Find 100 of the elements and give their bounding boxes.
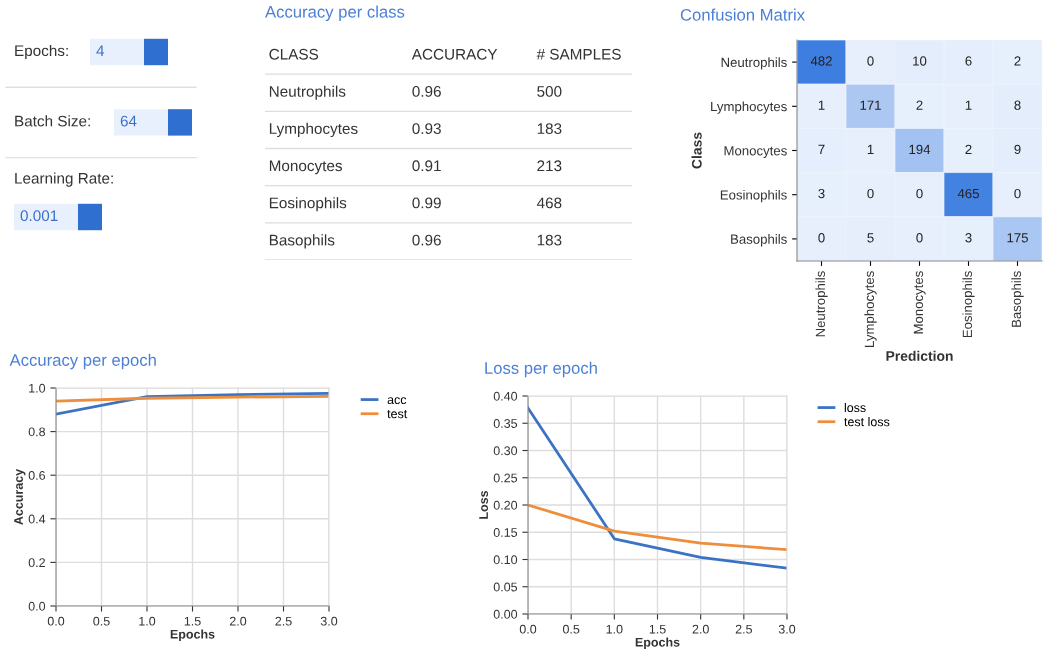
data-label: 7 <box>818 144 825 154</box>
data-label: 465 <box>957 188 979 199</box>
x-tick-label: 1.5 <box>649 624 666 634</box>
data-label: 6 <box>965 56 972 66</box>
category-label: Eosinophils <box>269 197 347 212</box>
x-tick-label: Monocytes <box>913 271 926 334</box>
category-label: Lymphocytes <box>269 122 358 138</box>
chart-title: Confusion Matrix <box>680 8 805 21</box>
text: Epochs: <box>15 44 68 60</box>
data-label: 3 <box>965 233 972 243</box>
text: ACCURACY <box>411 48 498 60</box>
data-label: 1 <box>867 144 874 154</box>
data-label: 175 <box>1007 233 1028 243</box>
legend-label: acc <box>387 397 407 405</box>
x-tick-label: 2.5 <box>275 616 292 626</box>
y-axis-title: Accuracy <box>14 468 26 525</box>
text: Batch Size: <box>15 115 90 127</box>
line-series <box>528 406 787 570</box>
data-label: 5 <box>867 233 874 243</box>
x-tick-label: 0.0 <box>519 624 537 634</box>
x-axis-title: Epochs <box>170 629 215 642</box>
y-tick-label: 0.10 <box>493 555 518 565</box>
x-tick-label: 3.0 <box>320 616 338 626</box>
x-tick-label: 2.0 <box>692 624 709 634</box>
text: # SAMPLES <box>536 48 621 60</box>
data-label: 2 <box>965 144 972 154</box>
text: 0.001 <box>20 210 58 222</box>
y-tick-label: 0.25 <box>493 473 518 483</box>
chart-title: Accuracy per epoch <box>9 353 156 370</box>
x-tick-label: Basophils <box>1011 271 1024 327</box>
y-tick-label: 0.00 <box>493 609 518 619</box>
x-tick-label: 1.0 <box>139 616 156 626</box>
data-label: 0 <box>818 233 825 243</box>
y-tick-label: Basophils <box>731 234 787 247</box>
legend-label: loss <box>844 402 866 413</box>
data-label: 0.93 <box>412 123 441 135</box>
text: Learning Rate: <box>15 172 113 187</box>
data-label: 3 <box>818 188 825 199</box>
y-tick-label: 0.30 <box>493 446 518 456</box>
line-series <box>528 503 787 552</box>
x-tick-label: 0.5 <box>562 624 580 634</box>
data-label: 0 <box>916 188 923 199</box>
data-label: 10 <box>913 56 927 66</box>
y-tick-label: Eosinophils <box>720 189 787 203</box>
y-tick-label: 0.35 <box>493 419 518 428</box>
y-tick-label: 0.20 <box>493 500 518 510</box>
x-tick-label: 0.0 <box>47 616 65 626</box>
x-tick-label: Lymphocytes <box>864 271 877 347</box>
data-label: 0.96 <box>412 86 441 97</box>
category-label: Basophils <box>269 234 335 249</box>
x-tick-label: 2.5 <box>735 624 752 634</box>
x-tick-label: Eosinophils <box>962 271 975 338</box>
data-label: 0 <box>867 56 874 66</box>
legend-label: test <box>387 410 408 419</box>
data-label: 0 <box>867 188 874 199</box>
category-label: Neutrophils <box>269 85 346 100</box>
y-tick-label: 0.0 <box>28 601 46 611</box>
x-tick-label: 3.0 <box>778 624 796 634</box>
data-label: 468 <box>536 197 562 209</box>
data-label: 482 <box>810 56 832 66</box>
x-tick-label: 1.0 <box>606 624 623 634</box>
text: Accuracy per class <box>265 5 405 22</box>
y-tick-label: 1.0 <box>29 383 46 393</box>
y-tick-label: Lymphocytes <box>711 101 787 114</box>
x-tick-label: 0.5 <box>93 616 110 626</box>
data-label: 183 <box>537 123 562 135</box>
y-tick-label: Monocytes <box>724 146 787 159</box>
x-tick-label: Neutrophils <box>815 271 828 337</box>
y-axis-title: Loss <box>479 490 489 519</box>
data-label: 0.99 <box>412 197 441 209</box>
y-axis-title: Class <box>691 132 702 169</box>
y-tick-label: 0.05 <box>493 582 518 592</box>
text: CLASS <box>269 48 319 60</box>
y-tick-label: 0.15 <box>493 528 518 537</box>
x-tick-label: 1.5 <box>184 616 201 626</box>
y-tick-label: 0.8 <box>28 427 46 437</box>
data-label: 213 <box>537 160 562 172</box>
y-tick-label: 0.6 <box>28 471 46 480</box>
data-label: 2 <box>916 100 923 110</box>
data-label: 1 <box>965 100 972 110</box>
y-tick-label: 0.2 <box>28 558 45 568</box>
data-label: 0.96 <box>412 234 441 246</box>
y-tick-label: Neutrophils <box>721 57 787 70</box>
text: 4 <box>96 45 105 56</box>
data-label: 2 <box>1014 56 1021 66</box>
data-label: 0 <box>1014 188 1021 199</box>
y-tick-label: 0.4 <box>28 514 46 524</box>
x-axis-title: Prediction <box>886 350 953 361</box>
x-axis-title: Epochs <box>635 637 680 650</box>
data-label: 183 <box>537 234 562 246</box>
x-tick-label: 2.0 <box>229 616 247 626</box>
y-tick-label: 0.40 <box>493 391 518 401</box>
data-label: 0.91 <box>412 160 441 172</box>
data-label: 1 <box>818 100 825 110</box>
data-label: 500 <box>537 86 562 97</box>
chart-title: Loss per epoch <box>485 361 597 378</box>
line-series <box>56 392 329 416</box>
text: 64 <box>120 115 137 127</box>
data-label: 9 <box>1014 144 1021 155</box>
data-label: 171 <box>860 100 881 110</box>
